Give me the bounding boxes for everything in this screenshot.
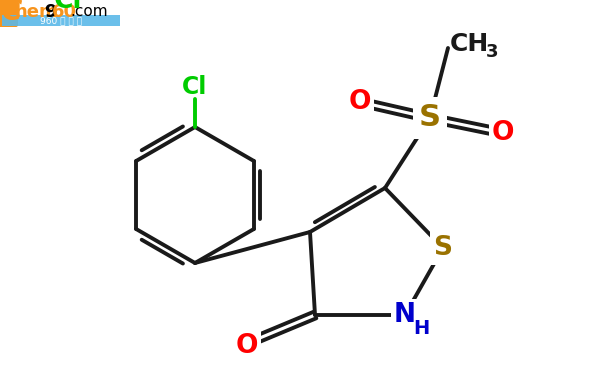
Text: O: O [348,89,371,115]
Text: CH: CH [450,32,489,56]
Text: hem: hem [14,3,57,21]
Text: 60: 60 [52,3,77,21]
Text: .com: .com [70,4,108,20]
Text: Cl: Cl [54,0,82,14]
Text: S: S [434,235,453,261]
Text: C: C [2,0,22,26]
Text: 960 化 工 网: 960 化 工 网 [40,16,82,26]
Text: O: O [492,120,514,146]
Text: H: H [413,320,429,339]
Text: O: O [236,333,258,359]
Text: 9: 9 [44,3,56,21]
Text: N: N [394,302,416,328]
Text: Cl: Cl [182,75,208,99]
FancyBboxPatch shape [2,15,120,26]
Text: S: S [419,104,441,132]
Text: 3: 3 [486,43,499,61]
FancyBboxPatch shape [0,0,18,27]
